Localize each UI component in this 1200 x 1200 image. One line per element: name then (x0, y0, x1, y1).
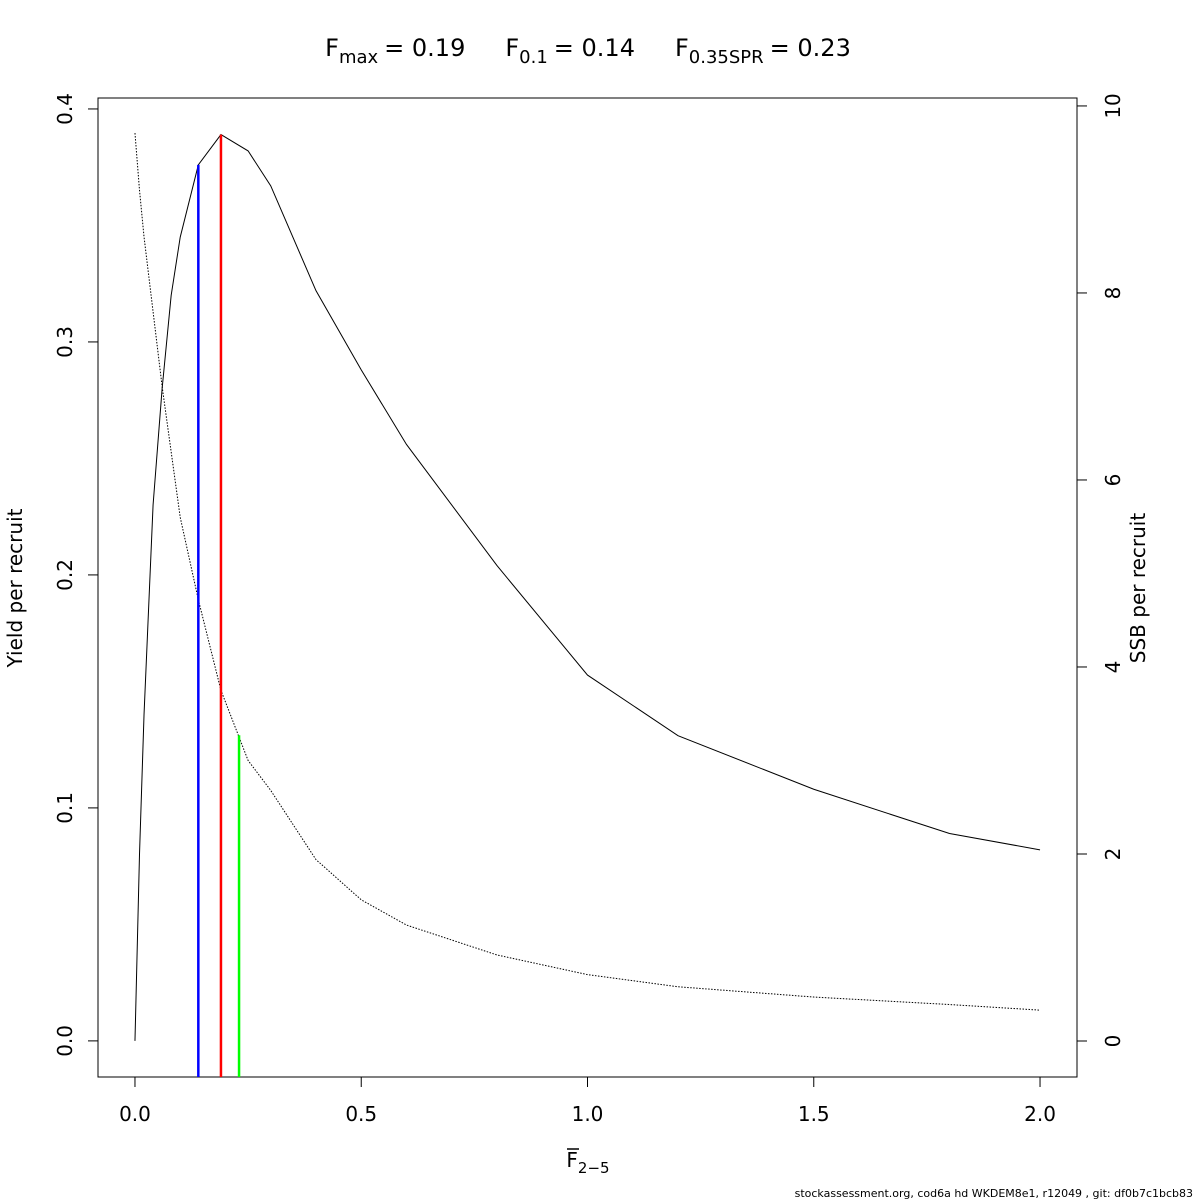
y2-tick-label: 8 (1101, 287, 1125, 300)
x-tick-label: 0.0 (119, 1102, 151, 1126)
title-base: F (505, 34, 519, 62)
y2-tick-label: 10 (1101, 93, 1125, 118)
x-tick-label: 0.5 (345, 1102, 377, 1126)
x-label-base: F (566, 1148, 578, 1172)
title-base: F (325, 34, 339, 62)
x-axis-label: F2−5 (566, 1148, 609, 1177)
title-value: = 0.14 (554, 34, 635, 62)
title-base: F (675, 34, 689, 62)
y-axis-label: Yield per recruit (3, 508, 27, 668)
y-tick-label: 0.0 (53, 1025, 77, 1057)
x-tick-label: 2.0 (1024, 1102, 1056, 1126)
y-tick-label: 0.4 (53, 93, 77, 125)
y-tick-label: 0.3 (53, 326, 77, 358)
y2-tick-label: 2 (1101, 848, 1125, 861)
curve (134, 133, 1041, 1041)
chart-title: Fmax = 0.19 F0.1 = 0.14 F0.35SPR = 0.23 (325, 34, 851, 68)
title-value: = 0.19 (384, 34, 465, 62)
y2-tick-label: 0 (1101, 1035, 1125, 1048)
y2-axis-label: SSB per recruit (1126, 513, 1150, 664)
footer: stockassessment.org, cod6a hd WKDEM8e1, … (795, 1187, 1193, 1200)
title-value: = 0.23 (770, 34, 851, 62)
title-sub: 0.35SPR (689, 47, 764, 68)
y2-tick-label: 6 (1101, 474, 1125, 487)
title-sub: 0.1 (519, 47, 548, 68)
x-label-sub: 2−5 (578, 1159, 610, 1177)
y2-tick-label: 4 (1101, 661, 1125, 674)
plot-frame (97, 97, 1078, 1078)
curve (134, 133, 1041, 1011)
x-tick-label: 1.5 (798, 1102, 830, 1126)
x-tick-label: 1.0 (572, 1102, 604, 1126)
title-sub: max (339, 47, 379, 68)
y-tick-label: 0.1 (53, 792, 77, 824)
y-tick-label: 0.2 (53, 559, 77, 591)
